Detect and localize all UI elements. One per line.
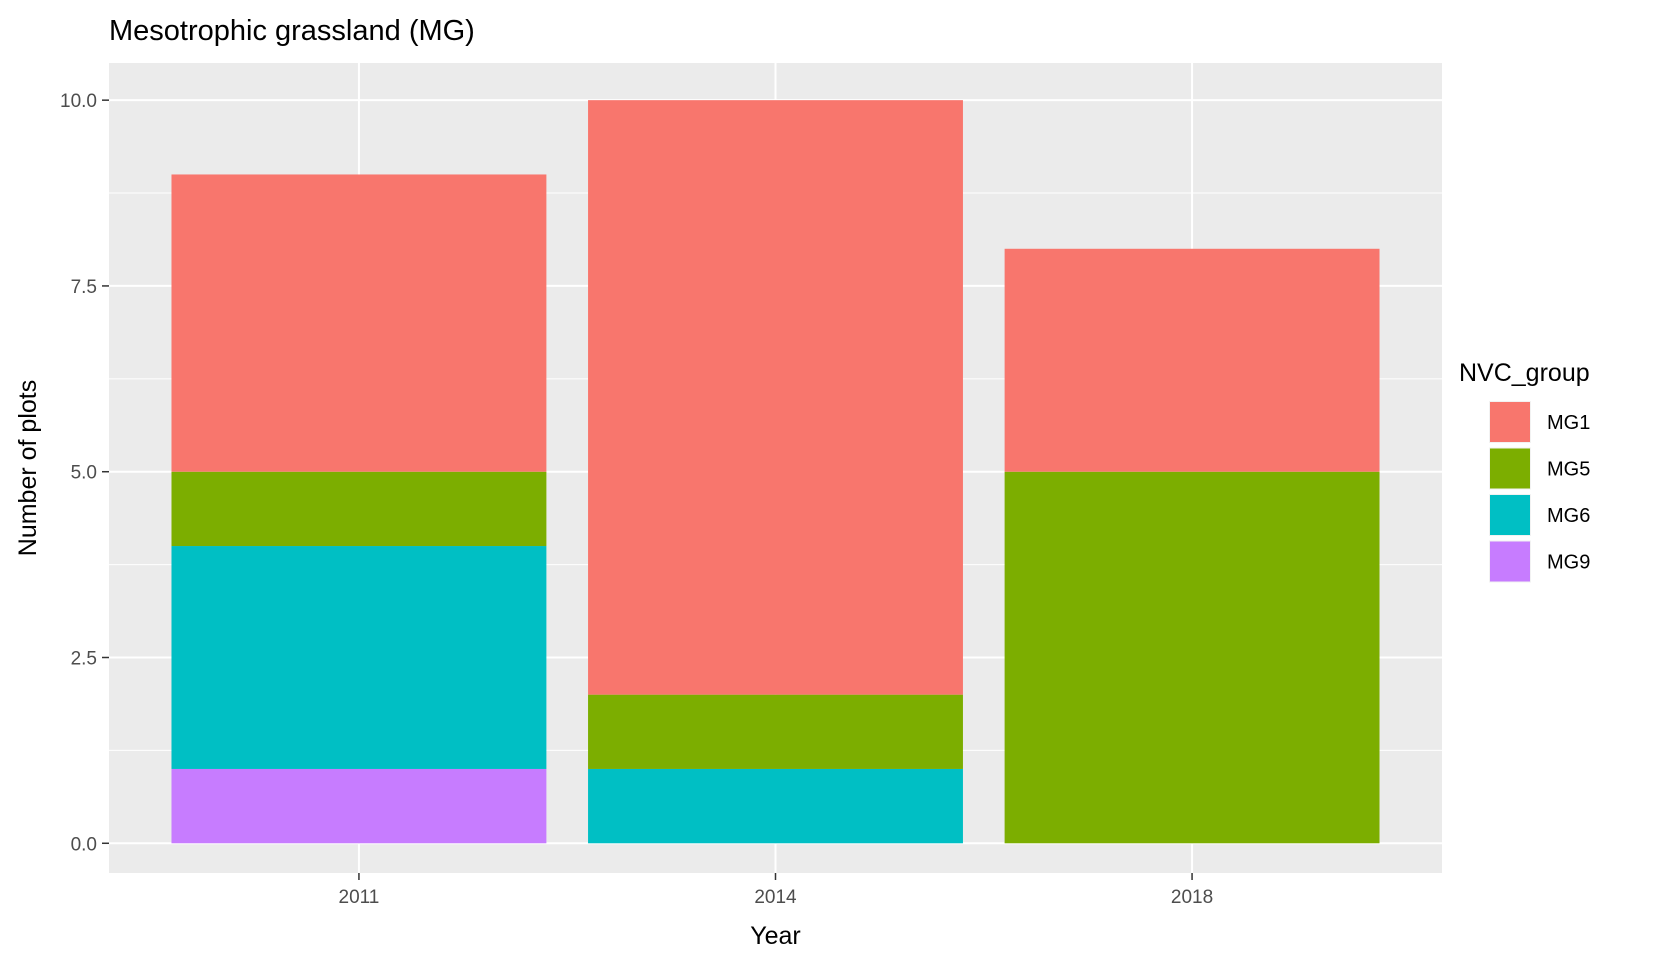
legend-keys: MG1 MG5 MG6 MG9 <box>1489 401 1590 583</box>
y-axis-title: Number of plots <box>14 380 42 556</box>
bar-mg1-2011 <box>171 174 547 472</box>
chart-title: Mesotrophic grassland (MG) <box>109 15 475 47</box>
y-tick-label: 10.0 <box>60 91 97 112</box>
bar-mg9-2011 <box>171 768 547 844</box>
legend-title: NVC_group <box>1459 359 1590 387</box>
bar-mg1-2014 <box>588 100 963 695</box>
bar-mg6-2011 <box>171 546 547 769</box>
legend-label-mg5: MG5 <box>1547 459 1590 481</box>
y-axis: 0.0 2.5 5.0 7.5 10.0 <box>60 91 109 855</box>
legend-swatch-mg1 <box>1490 402 1530 442</box>
bar-mg5-2018 <box>1004 471 1380 844</box>
legend: NVC_group MG1 MG5 MG6 MG9 <box>1459 359 1590 583</box>
bars <box>171 100 1380 844</box>
plot-panel <box>109 63 1442 873</box>
y-tick-label: 0.0 <box>71 834 97 855</box>
x-tick-label: 2018 <box>1171 887 1213 908</box>
y-tick-label: 2.5 <box>71 648 97 669</box>
legend-label-mg6: MG6 <box>1547 505 1590 527</box>
x-axis-title: Year <box>750 922 801 950</box>
bar-mg1-2018 <box>1004 248 1380 472</box>
bar-mg5-2014 <box>588 694 963 769</box>
y-tick-label: 5.0 <box>71 463 97 484</box>
bar-mg6-2014 <box>588 768 963 844</box>
bar-mg5-2011 <box>171 471 547 547</box>
legend-swatch-mg9 <box>1490 541 1530 582</box>
legend-label-mg1: MG1 <box>1547 412 1590 434</box>
x-axis: 2011 2014 2018 <box>339 873 1213 908</box>
x-tick-label: 2014 <box>754 887 797 908</box>
legend-swatch-mg5 <box>1490 448 1530 489</box>
legend-swatch-mg6 <box>1490 495 1530 535</box>
legend-label-mg9: MG9 <box>1547 552 1590 574</box>
y-tick-label: 7.5 <box>71 277 97 298</box>
x-tick-label: 2011 <box>339 887 380 908</box>
